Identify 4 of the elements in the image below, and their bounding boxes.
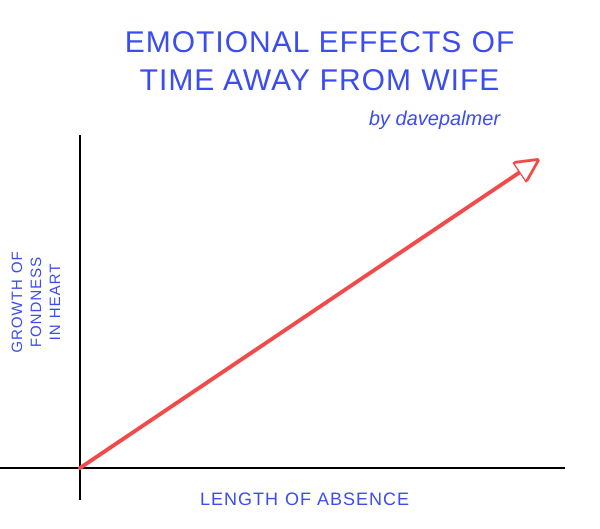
chart-title: EMOTIONAL EFFECTS OF TIME AWAY FROM WIFE — [124, 26, 516, 97]
x-axis-title: LENGTH OF ABSENCE — [200, 489, 410, 509]
y-axis-title: GROWTH OF FONDNESS IN HEART — [9, 250, 64, 353]
chart-subtitle: by davepalmer — [368, 108, 502, 130]
